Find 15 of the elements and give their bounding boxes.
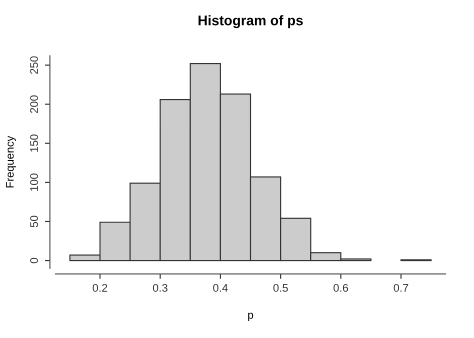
- y-tick-label: 100: [30, 174, 38, 191]
- y-tick-label: 250: [30, 56, 38, 74]
- chart-title: Histogram of ps: [198, 15, 303, 28]
- y-tick-label: 150: [30, 134, 38, 152]
- x-tick-label: 0.2: [92, 284, 108, 292]
- x-tick-label: 0.7: [394, 284, 408, 292]
- x-tick-label: 0.5: [273, 284, 288, 292]
- x-tick-label: 0.4: [213, 284, 228, 292]
- y-tick-label: 50: [30, 216, 38, 228]
- x-tick-label: 0.3: [152, 284, 168, 292]
- x-tick-label: 0.6: [334, 284, 348, 292]
- x-axis-title: p: [248, 312, 254, 322]
- y-tick-label: 200: [30, 95, 38, 113]
- y-axis-title: Frequency: [6, 136, 16, 188]
- y-tick-label: 0: [30, 258, 38, 264]
